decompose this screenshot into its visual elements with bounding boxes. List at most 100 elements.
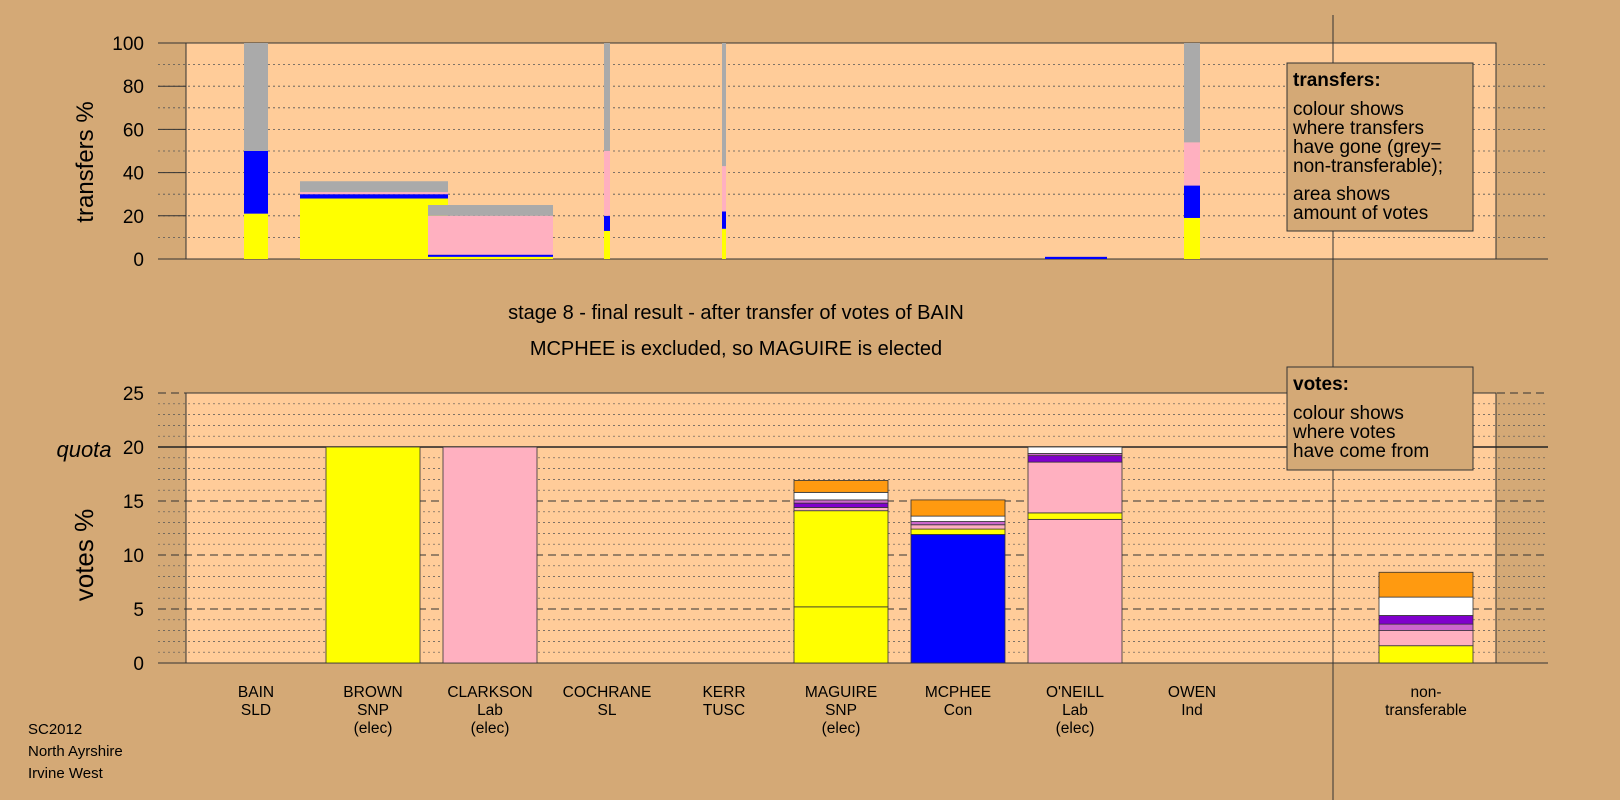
legend-transfers-line: area shows — [1293, 184, 1390, 205]
y-tick-label: 60 — [123, 120, 144, 141]
transfer-segment-snp — [1184, 217, 1200, 259]
legend-transfers: transfers: colour shows where transfers … — [1286, 62, 1474, 232]
y-tick-label: 80 — [123, 77, 144, 98]
y-tick-label: 100 — [112, 34, 144, 55]
transfer-segment-lab — [300, 192, 448, 195]
transfer-segment-con — [428, 254, 553, 257]
y-tick-label: 0 — [133, 654, 144, 675]
candidate-party: SNP — [825, 702, 857, 719]
transfer-segment-nontransferable — [722, 43, 726, 167]
legend-votes-line: colour shows — [1293, 403, 1404, 424]
candidate-party: SL — [598, 702, 617, 719]
candidate-status: (elec) — [1056, 720, 1095, 737]
transfer-segment-snp — [300, 198, 448, 259]
transfer-segment-con — [1184, 185, 1200, 218]
candidate-name: non- — [1410, 684, 1441, 701]
y-tick-label: 10 — [123, 546, 144, 567]
candidate-party: Lab — [1062, 702, 1088, 719]
stage-title: stage 8 - final result - after transfer … — [508, 302, 964, 324]
candidate-name: KERR — [702, 684, 745, 701]
transfer-segment-con — [604, 215, 610, 231]
y-tick-label: 20 — [123, 438, 144, 459]
candidate-name: CLARKSON — [447, 684, 532, 701]
transfer-segment-snp — [604, 230, 610, 259]
vote-segment-snp — [325, 446, 421, 664]
transfer-bar-cochrane — [604, 43, 610, 259]
candidate-name: BAIN — [238, 684, 274, 701]
transfer-bar-brown — [300, 181, 448, 259]
transfer-bar-bain — [244, 43, 268, 259]
transfer-segment-lab — [722, 166, 726, 212]
legend-transfers-title: transfers: — [1293, 70, 1381, 91]
top-ylabel: transfers % — [72, 101, 99, 222]
vote-segment-snp — [1378, 645, 1474, 664]
vote-segment-sld — [793, 480, 889, 493]
legend-transfers-line: have gone (grey= — [1293, 137, 1441, 158]
candidate-name: BROWN — [343, 684, 402, 701]
y-tick-label: 0 — [133, 250, 144, 271]
vote-segment-tusc — [1027, 455, 1123, 463]
y-tick-label: 5 — [133, 600, 144, 621]
candidate-party: Con — [944, 702, 972, 719]
candidate-status: (elec) — [354, 720, 393, 737]
candidate-status: (elec) — [822, 720, 861, 737]
transfer-bar-clarkson — [428, 205, 553, 259]
vote-segment-ind — [1378, 623, 1474, 631]
vote-bar-mcphee — [910, 499, 1006, 664]
votes-panel: 0510152025BAINSLDBROWNSNP(elec)CLARKSONL… — [123, 384, 1548, 737]
legend-transfers-line: colour shows — [1293, 99, 1404, 120]
vote-segment-sl — [793, 491, 889, 501]
vote-segment-lab — [1378, 630, 1474, 647]
bottom-ylabel: votes % — [69, 509, 99, 602]
transfer-bar-owen — [1184, 43, 1200, 259]
transfers-panel: 0 20 40 60 80 100 — [112, 34, 1548, 271]
legend-transfers-line: where transfers — [1292, 118, 1424, 139]
vote-segment-sl — [1378, 596, 1474, 616]
candidate-name: MAGUIRE — [805, 684, 877, 701]
vote-segment-lab — [1027, 461, 1123, 514]
legend-votes-line: where votes — [1292, 422, 1395, 443]
vote-segment-lab — [442, 446, 538, 664]
quota-label: quota — [56, 437, 111, 462]
vote-segment-tusc — [793, 502, 889, 508]
y-tick-label: 15 — [123, 492, 144, 513]
y-tick-label: 25 — [123, 384, 144, 405]
candidate-status: (elec) — [471, 720, 510, 737]
transfer-segment-lab — [1184, 142, 1200, 186]
vote-segment-sl — [1027, 446, 1123, 454]
transfer-segment-con — [244, 151, 268, 214]
vote-segment-lab — [1027, 518, 1123, 664]
footer-line: Irvine West — [28, 765, 104, 782]
vote-bar-oneill — [1027, 446, 1123, 664]
vote-bar-clarkson — [442, 446, 538, 664]
vote-segment-ind — [910, 521, 1006, 526]
candidate-party: TUSC — [703, 702, 745, 719]
vote-segment-sld — [1378, 571, 1474, 598]
transfer-segment-lab — [604, 151, 610, 216]
transfer-segment-con — [300, 194, 448, 199]
legend-votes-line: have come from — [1293, 441, 1429, 462]
candidate-party: transferable — [1385, 702, 1467, 719]
candidate-party: Ind — [1181, 702, 1203, 719]
vote-segment-snp — [793, 510, 889, 608]
transfer-segment-snp — [244, 213, 268, 259]
legend-transfers-line: non-transferable); — [1293, 156, 1443, 177]
vote-segment-lab — [793, 507, 889, 512]
transfer-segment-nontransferable — [1184, 43, 1200, 143]
footer-line: North Ayrshire — [28, 743, 123, 760]
vote-segment-sld — [910, 499, 1006, 517]
footer: SC2012 North Ayrshire Irvine West — [28, 721, 123, 782]
candidate-name: MCPHEE — [925, 684, 991, 701]
transfer-bar-oneill — [1045, 256, 1107, 259]
vote-segment-con — [910, 534, 1006, 664]
transfer-segment-con — [722, 211, 726, 229]
vote-segment-snp — [1027, 512, 1123, 520]
vote-segment-tusc — [1378, 615, 1474, 625]
vote-segment-sl — [910, 515, 1006, 522]
vote-bar-non — [1378, 571, 1474, 664]
transfer-segment-snp — [722, 228, 726, 259]
legend-votes-title: votes: — [1293, 374, 1349, 395]
vote-segment-snp — [910, 528, 1006, 535]
transfer-segment-lab — [428, 215, 553, 255]
y-tick-label: 20 — [123, 207, 144, 228]
